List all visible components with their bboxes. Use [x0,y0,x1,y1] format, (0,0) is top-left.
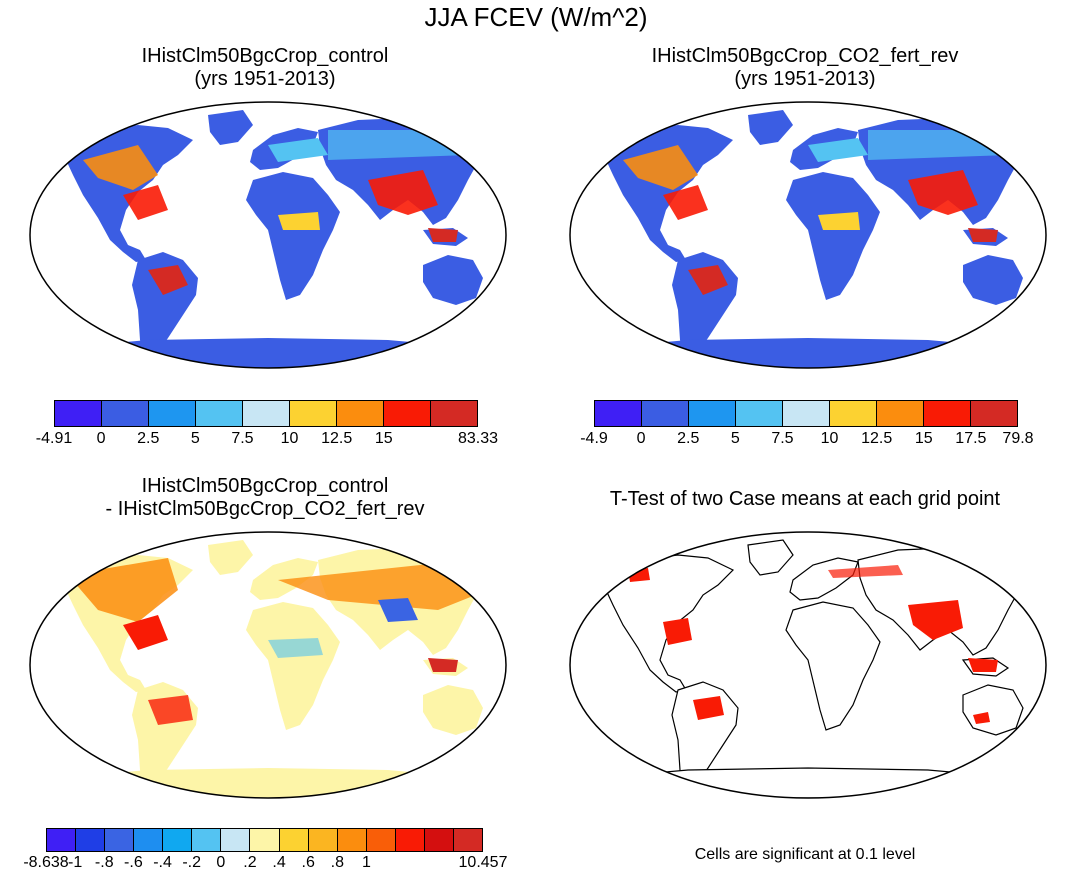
panel-2-map [568,100,1048,375]
colorbar-cell [163,829,193,851]
colorbar-tick-label: -.2 [182,854,201,871]
colorbar-tick-label: 0 [636,430,646,447]
colorbar-cell [453,829,482,851]
colorbar-tick-label: 12.5 [321,430,353,447]
colorbar-tick-label: .4 [272,854,286,871]
colorbar-cell [279,829,309,851]
colorbar-tick-label: 10 [280,430,299,447]
panel-3-title-line2: - IHistClm50BgcCrop_CO2_fert_rev [105,498,425,520]
colorbar-tick-label: 15 [374,430,393,447]
colorbar-tick-label: .6 [301,854,315,871]
colorbar-tick-label: 17.5 [955,430,987,447]
colorbar-tick-label: -.6 [124,854,143,871]
colorbar-cell [395,829,425,851]
colorbar-tick-label: -4.9 [580,430,608,447]
colorbar-cell [431,401,477,426]
colorbar-cell [783,401,830,426]
colorbar-cell [830,401,877,426]
colorbar-cell [243,401,290,426]
panel-3-title-line1: IHistClm50BgcCrop_control [141,475,389,497]
colorbar-cell [877,401,924,426]
colorbar-cell [924,401,971,426]
colorbar-tick-label: 0 [216,854,226,871]
colorbar-cell [250,829,280,851]
figure-title: JJA FCEV (W/m^2) [424,2,648,32]
colorbar-tick-label: 83.33 [457,430,499,447]
colorbar-cell [47,829,77,851]
panel-2-title: IHistClm50BgcCrop_CO2_fert_rev (yrs 1951… [575,45,1035,91]
colorbar-cell [384,401,431,426]
panel-4-title: T-Test of two Case means at each grid po… [555,488,1055,511]
colorbar-cell [424,829,454,851]
colorbar-tick-label: 12.5 [861,430,893,447]
colorbar-cell [366,829,396,851]
colorbar-tick-label: 5 [190,430,200,447]
colorbar-tick-label: -.4 [153,854,172,871]
panel-3-title: IHistClm50BgcCrop_control - IHistClm50Bg… [35,475,495,521]
panel-2-title-line2: (yrs 1951-2013) [734,68,876,90]
colorbar-cell [76,829,106,851]
colorbar-tick-label: -.8 [94,854,114,871]
colorbar-cell [971,401,1017,426]
colorbar-tick-label: -8.638 [23,854,69,871]
panel-4-map [568,530,1048,805]
colorbar-cell [308,829,338,851]
colorbar-tick-label: 15 [914,430,933,447]
colorbar-tick-label: 5 [730,430,740,447]
panel-1-colorbar [54,400,478,427]
panel-3-map [28,530,508,805]
colorbar-tick-label: 7.5 [771,430,794,447]
panel-1-map [28,100,508,375]
panel-1-title-line1: IHistClm50BgcCrop_control [141,45,389,67]
colorbar-tick-label: 10.457 [458,854,508,871]
colorbar-cell [595,401,642,426]
panel-1-title: IHistClm50BgcCrop_control (yrs 1951-2013… [35,45,495,91]
colorbar-cell [134,829,164,851]
panel-1-title-line2: (yrs 1951-2013) [194,68,336,90]
colorbar-cell [290,401,337,426]
colorbar-cell [102,401,149,426]
colorbar-cell [337,401,384,426]
colorbar-tick-label: .8 [330,854,344,871]
colorbar-tick-label: -1 [68,854,83,871]
panel-2-colorbar [594,400,1018,427]
panel-2-title-line1: IHistClm50BgcCrop_CO2_fert_rev [651,45,959,67]
panel-3-colorbar [46,828,483,852]
colorbar-tick-label: 7.5 [231,430,254,447]
colorbar-tick-label: 2.5 [137,430,160,447]
colorbar-tick-label: 1 [362,854,371,871]
colorbar-tick-label: 0 [96,430,106,447]
colorbar-cell [736,401,783,426]
colorbar-tick-label: -4.91 [35,430,73,447]
panel-4-title-line1: T-Test of two Case means at each grid po… [609,488,1001,510]
colorbar-tick-label: .2 [243,854,257,871]
colorbar-cell [689,401,736,426]
colorbar-tick-label: 10 [820,430,839,447]
colorbar-cell [221,829,251,851]
colorbar-tick-label: 2.5 [677,430,700,447]
colorbar-cell [149,401,196,426]
colorbar-cell [196,401,243,426]
significance-note: Cells are significant at 0.1 level [694,846,916,863]
colorbar-cell [105,829,135,851]
colorbar-cell [337,829,367,851]
colorbar-cell [642,401,689,426]
colorbar-tick-label: 79.8 [1002,430,1034,447]
colorbar-cell [192,829,222,851]
colorbar-cell [55,401,102,426]
